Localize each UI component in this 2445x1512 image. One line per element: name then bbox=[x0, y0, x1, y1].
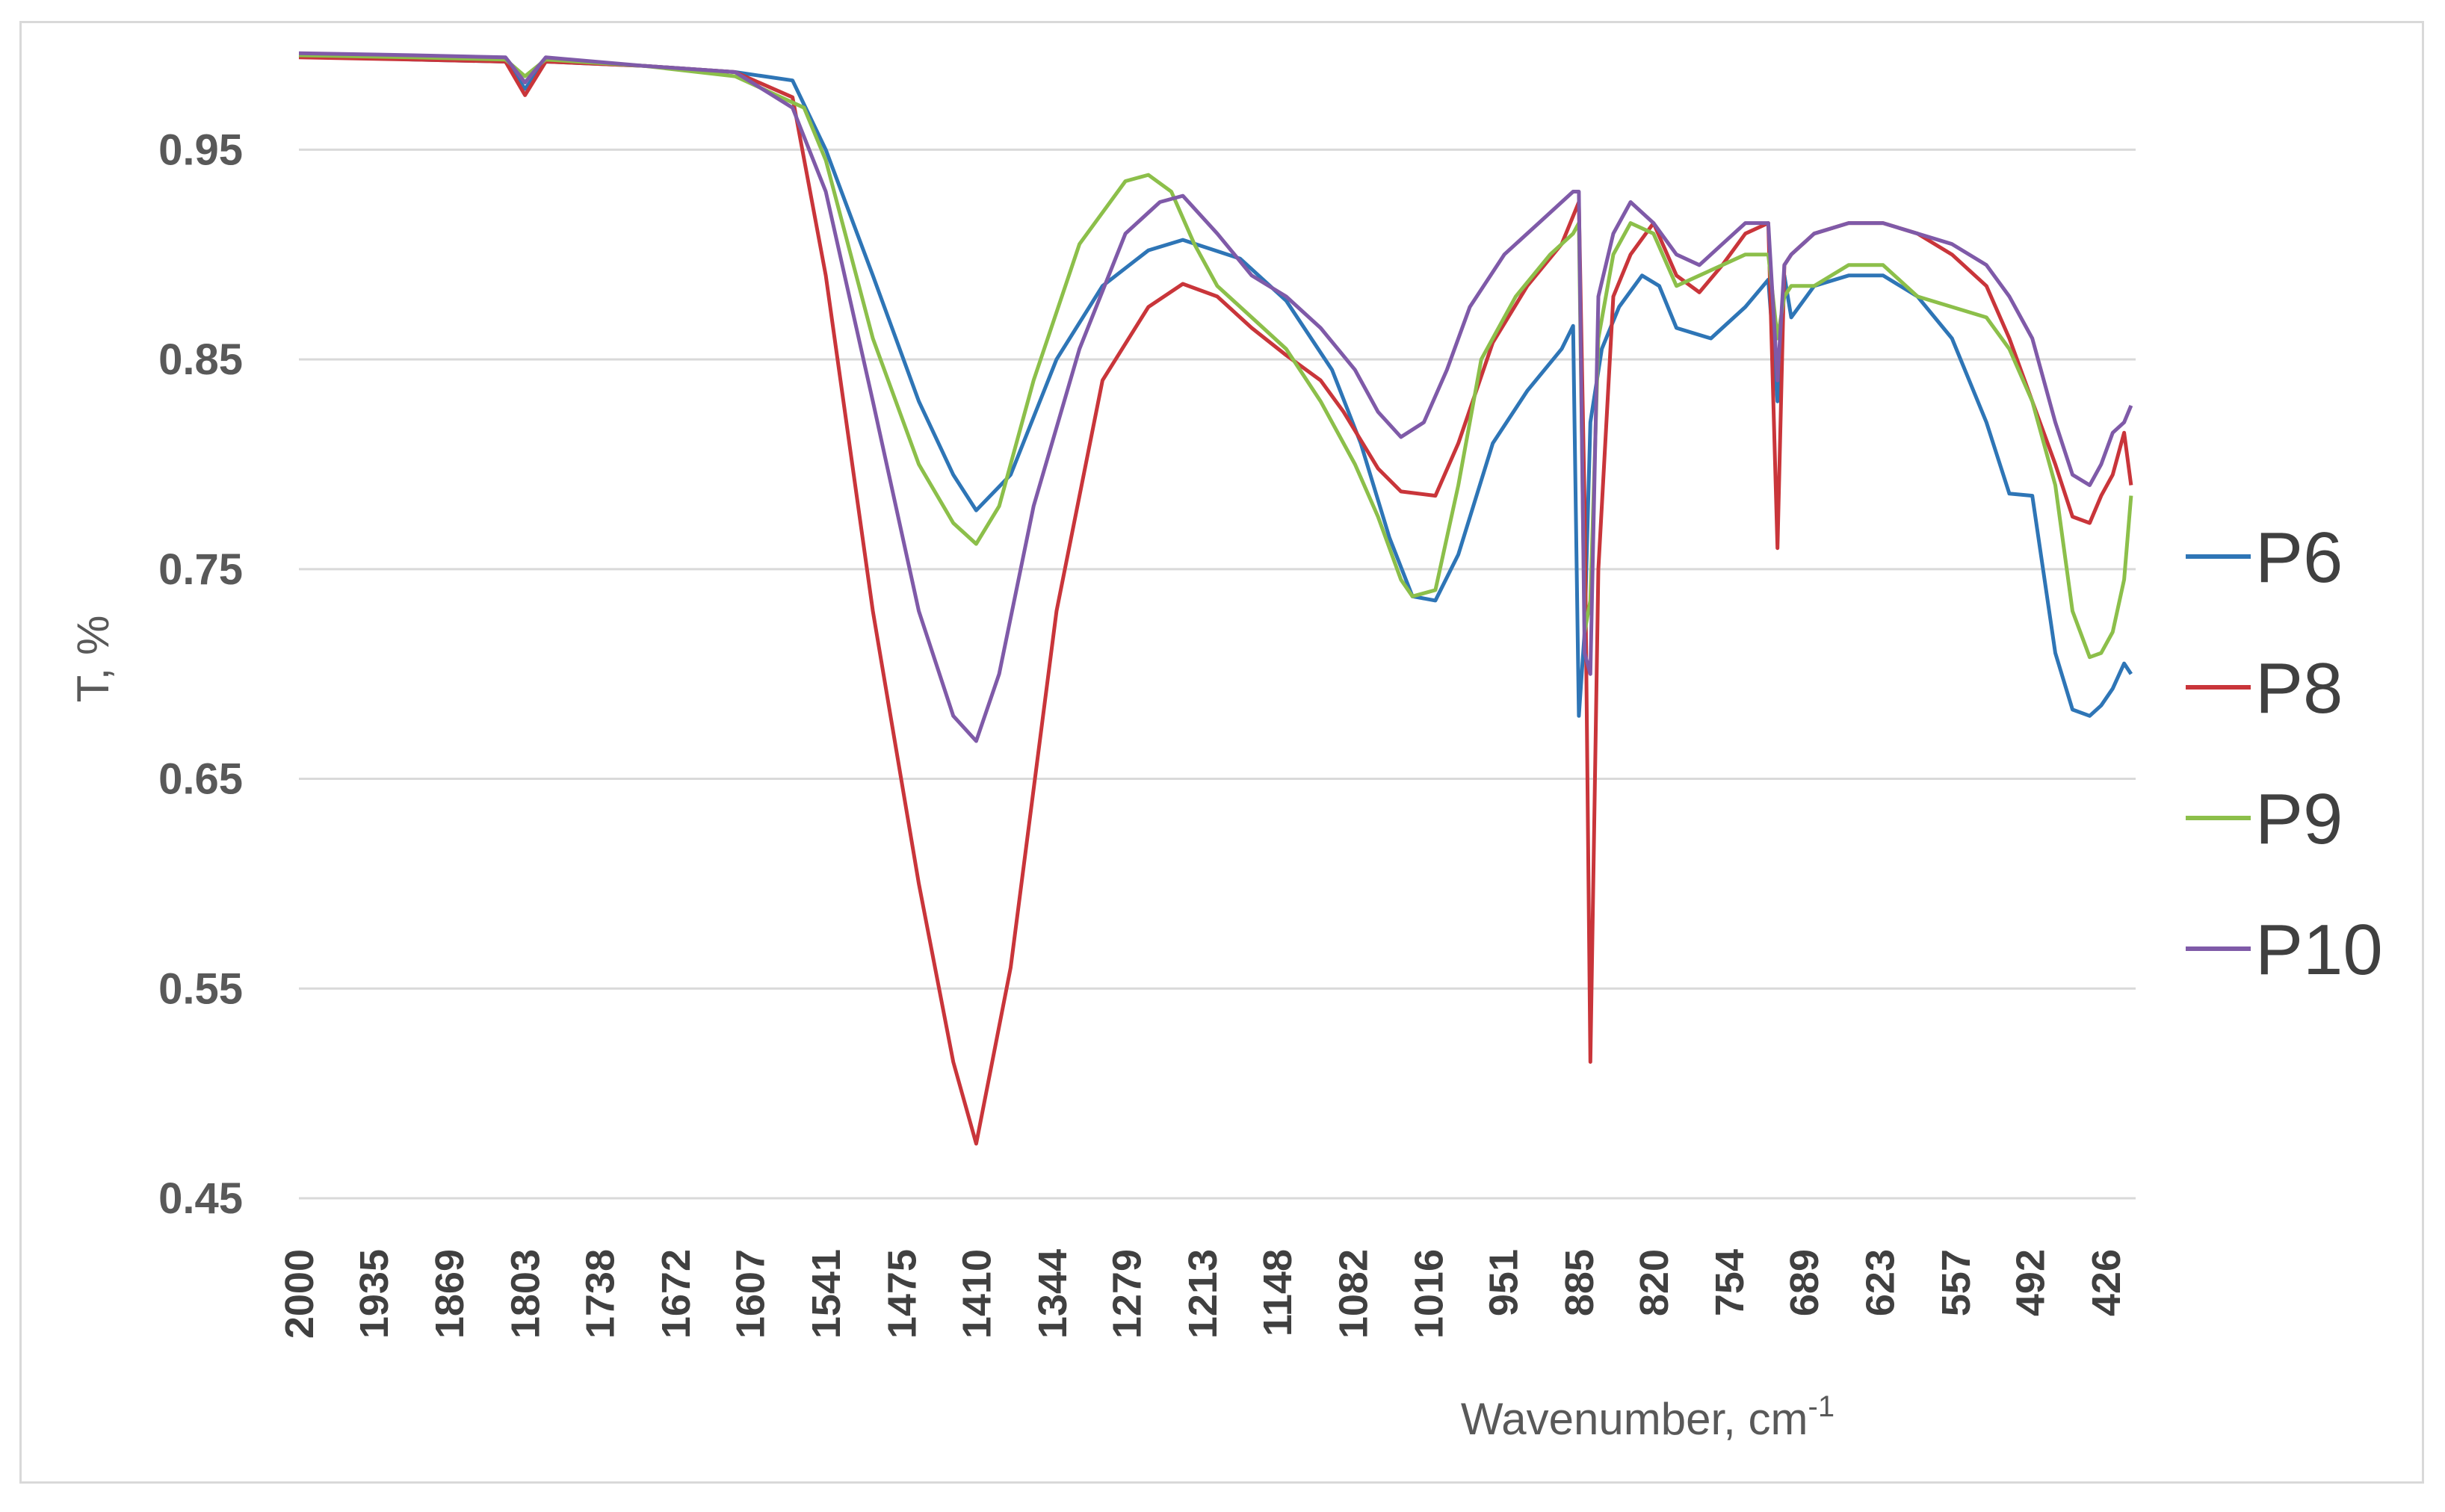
x-tick-label: 623 bbox=[1858, 1249, 1902, 1316]
series-line-p6 bbox=[298, 53, 2133, 718]
x-tick-labels: 2000 1935 1869 1803 1738 1672 1607 1541 1475 1410… bbox=[277, 1249, 2129, 1339]
x-tick-label: 1279 bbox=[1105, 1249, 1150, 1339]
x-tick-label: 1016 bbox=[1407, 1249, 1452, 1339]
series-line-p8 bbox=[298, 55, 2133, 1146]
x-tick-label: 1607 bbox=[729, 1249, 773, 1339]
x-tick-label: 426 bbox=[2084, 1249, 2129, 1316]
x-axis-title: Wavenumber, cm-1 bbox=[1461, 1390, 1834, 1444]
series-line-p9 bbox=[298, 53, 2133, 660]
x-tick-label: 885 bbox=[1557, 1249, 1602, 1316]
series-line-p10 bbox=[298, 51, 2133, 743]
y-tick-label: 0.85 bbox=[158, 335, 243, 384]
x-tick-label: 557 bbox=[1934, 1249, 1979, 1316]
x-tick-label: 1672 bbox=[654, 1249, 699, 1339]
y-tick-label: 0.75 bbox=[158, 545, 243, 594]
y-tick-label: 0.95 bbox=[158, 126, 243, 174]
x-axis-title-text: Wavenumber, cm bbox=[1461, 1394, 1808, 1444]
legend-label-p6: P6 bbox=[2255, 518, 2343, 598]
x-tick-label: 1410 bbox=[954, 1249, 999, 1339]
y-axis-title: T, % bbox=[68, 616, 118, 703]
legend: P6 P8 P9 P10 bbox=[2186, 518, 2383, 990]
y-tick-labels: 0.45 0.55 0.65 0.75 0.85 0.95 bbox=[158, 126, 243, 1223]
x-tick-label: 951 bbox=[1482, 1249, 1527, 1316]
legend-label-p10: P10 bbox=[2255, 910, 2383, 990]
x-tick-label: 1148 bbox=[1255, 1249, 1300, 1336]
chart-frame bbox=[19, 21, 2424, 1484]
series-layer bbox=[298, 51, 2133, 1146]
x-axis-title-superscript: -1 bbox=[1808, 1390, 1835, 1423]
y-tick-label: 0.55 bbox=[158, 964, 243, 1013]
x-tick-label: 1541 bbox=[804, 1249, 849, 1339]
x-tick-label: 689 bbox=[1782, 1249, 1827, 1316]
x-tick-label: 1738 bbox=[578, 1249, 622, 1339]
x-tick-label: 1803 bbox=[504, 1249, 548, 1339]
x-tick-label: 2000 bbox=[277, 1249, 322, 1339]
x-tick-label: 1475 bbox=[880, 1249, 925, 1339]
legend-label-p9: P9 bbox=[2255, 779, 2343, 859]
legend-label-p8: P8 bbox=[2255, 648, 2343, 728]
x-tick-label: 754 bbox=[1707, 1249, 1752, 1316]
x-tick-label: 820 bbox=[1632, 1249, 1677, 1316]
x-tick-label: 1213 bbox=[1181, 1249, 1225, 1339]
x-tick-label: 1344 bbox=[1030, 1249, 1075, 1339]
x-tick-label: 1082 bbox=[1331, 1249, 1376, 1339]
x-tick-label: 1869 bbox=[427, 1249, 472, 1339]
grid-layer bbox=[299, 148, 2136, 1200]
y-tick-label: 0.45 bbox=[158, 1174, 243, 1223]
x-tick-label: 492 bbox=[2009, 1249, 2053, 1316]
y-tick-label: 0.65 bbox=[158, 755, 243, 804]
x-tick-label: 1935 bbox=[352, 1249, 397, 1339]
